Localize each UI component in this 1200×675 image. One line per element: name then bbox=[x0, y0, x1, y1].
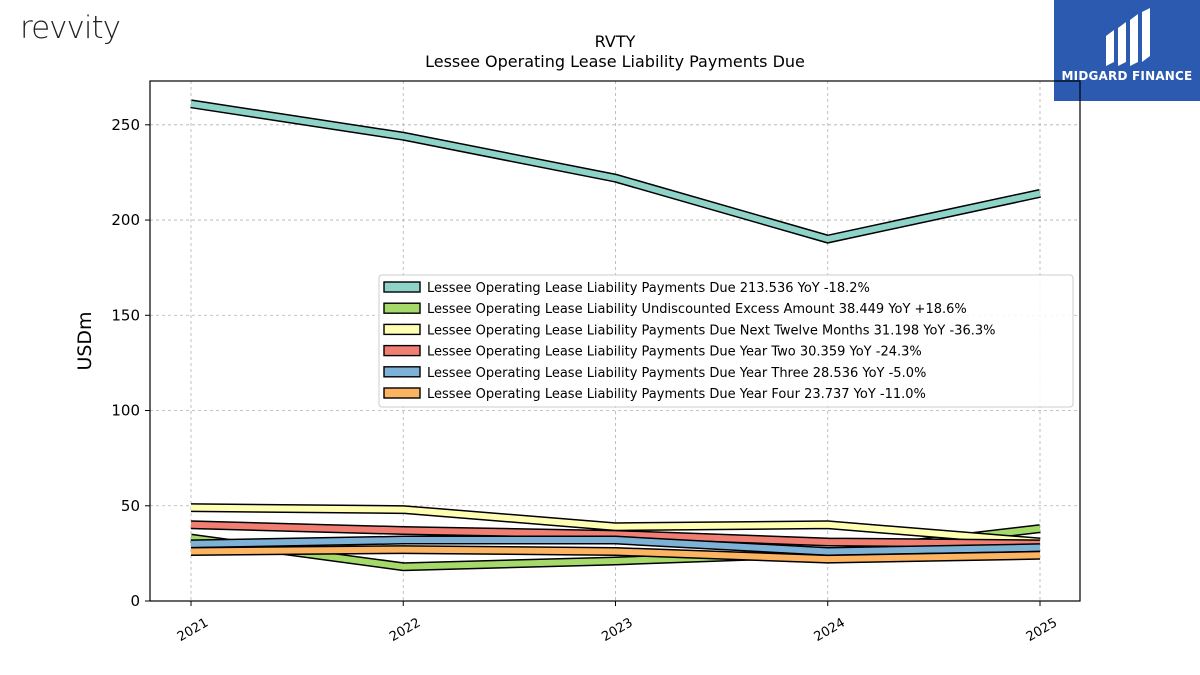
y-tick-label: 0 bbox=[130, 592, 140, 610]
series-line-1 bbox=[190, 99, 1041, 244]
legend-entry-label: Lessee Operating Lease Liability Payment… bbox=[427, 345, 922, 360]
series-stroke bbox=[190, 521, 1041, 547]
y-tick-label: 150 bbox=[111, 306, 140, 324]
series-line-4 bbox=[190, 520, 1041, 549]
legend-entry-label: Lessee Operating Lease Liability Payment… bbox=[427, 281, 870, 296]
series-stroke bbox=[190, 504, 1041, 545]
publisher-name: MIDGARD FINANCE bbox=[1061, 69, 1193, 83]
legend-entry-label: Lessee Operating Lease Liability Payment… bbox=[427, 323, 996, 338]
legend-swatch bbox=[383, 302, 421, 314]
chart-title: RVTY bbox=[595, 32, 636, 51]
series-line-6 bbox=[190, 545, 1041, 564]
midgard-emblem-icon bbox=[1106, 8, 1150, 66]
legend-entry-label: Lessee Operating Lease Liability Payment… bbox=[427, 387, 926, 402]
series-line-3 bbox=[190, 503, 1041, 547]
revvity-logo: revvity bbox=[20, 10, 121, 46]
series-stroke bbox=[190, 546, 1041, 563]
y-tick-label: 100 bbox=[111, 402, 140, 420]
y-axis-label: USDm bbox=[74, 311, 96, 370]
series-line-5 bbox=[190, 535, 1041, 556]
series-stroke bbox=[190, 100, 1041, 243]
series-stroke bbox=[190, 537, 1041, 555]
legend: Lessee Operating Lease Liability Payment… bbox=[378, 274, 1074, 408]
x-tick-label: 2024 bbox=[812, 615, 848, 645]
x-tick-label: 2025 bbox=[1024, 615, 1060, 645]
legend-swatch bbox=[383, 281, 421, 293]
series-layer bbox=[190, 99, 1041, 572]
midgard-finance-logo: MIDGARD FINANCE bbox=[1054, 0, 1200, 101]
x-tick-label: 2023 bbox=[599, 615, 635, 645]
legend-entry-label: Lessee Operating Lease Liability Undisco… bbox=[427, 302, 967, 317]
x-tick-label: 2022 bbox=[387, 615, 423, 645]
y-tick-label: 200 bbox=[111, 211, 140, 229]
legend-swatch bbox=[383, 323, 421, 336]
legend-box bbox=[378, 274, 1074, 408]
x-tick-label: 2021 bbox=[175, 615, 211, 645]
y-tick-label: 250 bbox=[111, 116, 140, 134]
legend-entry-label: Lessee Operating Lease Liability Payment… bbox=[427, 366, 926, 381]
legend-swatch bbox=[383, 387, 421, 399]
chart-subtitle: Lessee Operating Lease Liability Payment… bbox=[425, 52, 805, 71]
y-tick-label: 50 bbox=[121, 497, 140, 515]
legend-swatch bbox=[383, 366, 421, 378]
legend-swatch bbox=[383, 344, 421, 357]
